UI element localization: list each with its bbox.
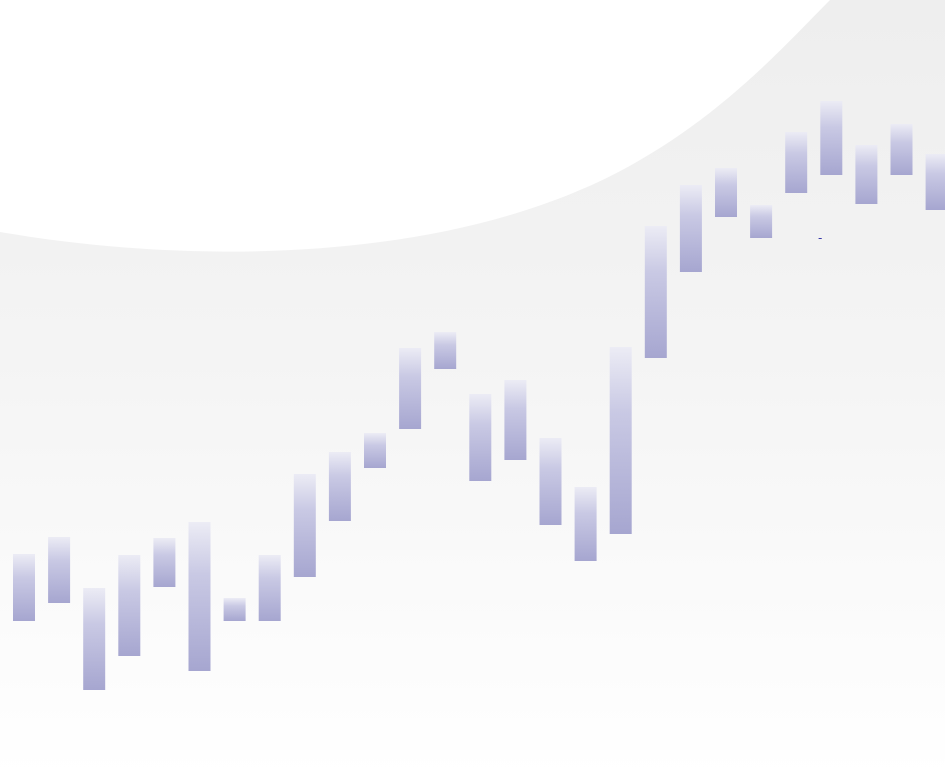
candle-8 [258,476,281,698]
candle-body [644,226,667,358]
candle-body [890,124,913,175]
candle-11 [364,390,386,512]
candle-15 [504,287,527,554]
candle-body [188,522,211,671]
candle-body [715,168,737,217]
candle-body [434,332,457,369]
candle-23 [785,59,808,265]
candle-24 [820,12,843,262]
candle-4 [118,436,141,774]
candle-2 [48,458,71,682]
candle-26 [890,63,913,236]
candle-5 [153,477,176,647]
candle-14 [469,292,492,583]
candle-body [750,205,773,238]
candle-body [820,101,843,175]
candle-1 [13,476,35,698]
candle-body [48,537,71,603]
stray-mark-text: - [818,231,823,245]
candle-body [925,154,945,210]
candle-body [83,588,106,690]
candle-6 [188,349,211,778]
candle-body [258,555,281,621]
candle-body [223,598,246,621]
candle-20 [679,83,702,374]
candle-body [539,438,562,525]
candle-body [153,538,176,587]
candle-body [293,474,316,577]
candle-body [855,145,878,204]
candle-body [574,487,597,561]
candle-12 [399,252,422,524]
candle-7 [223,568,246,651]
candle-body [13,554,35,621]
candle-body [679,185,702,272]
candle-10 [328,370,351,603]
candles-group [13,12,945,778]
candle-body [785,132,808,193]
candle-27 [925,89,945,275]
candle-18 [609,131,632,749]
candle-25 [855,74,878,274]
candle-body [118,555,141,656]
candle-16 [539,336,562,627]
candle-22 [750,165,773,278]
candle-body [469,394,492,481]
candle-3 [83,469,106,778]
candle-body [328,452,351,521]
candle-body [504,380,527,460]
candle-body [609,347,632,534]
candle-9 [293,353,316,698]
candle-body [364,433,386,468]
candle-body [399,348,422,429]
candle-17 [574,400,597,648]
candle-19 [644,71,667,514]
candle-21 [715,109,737,277]
candle-13 [434,287,457,415]
